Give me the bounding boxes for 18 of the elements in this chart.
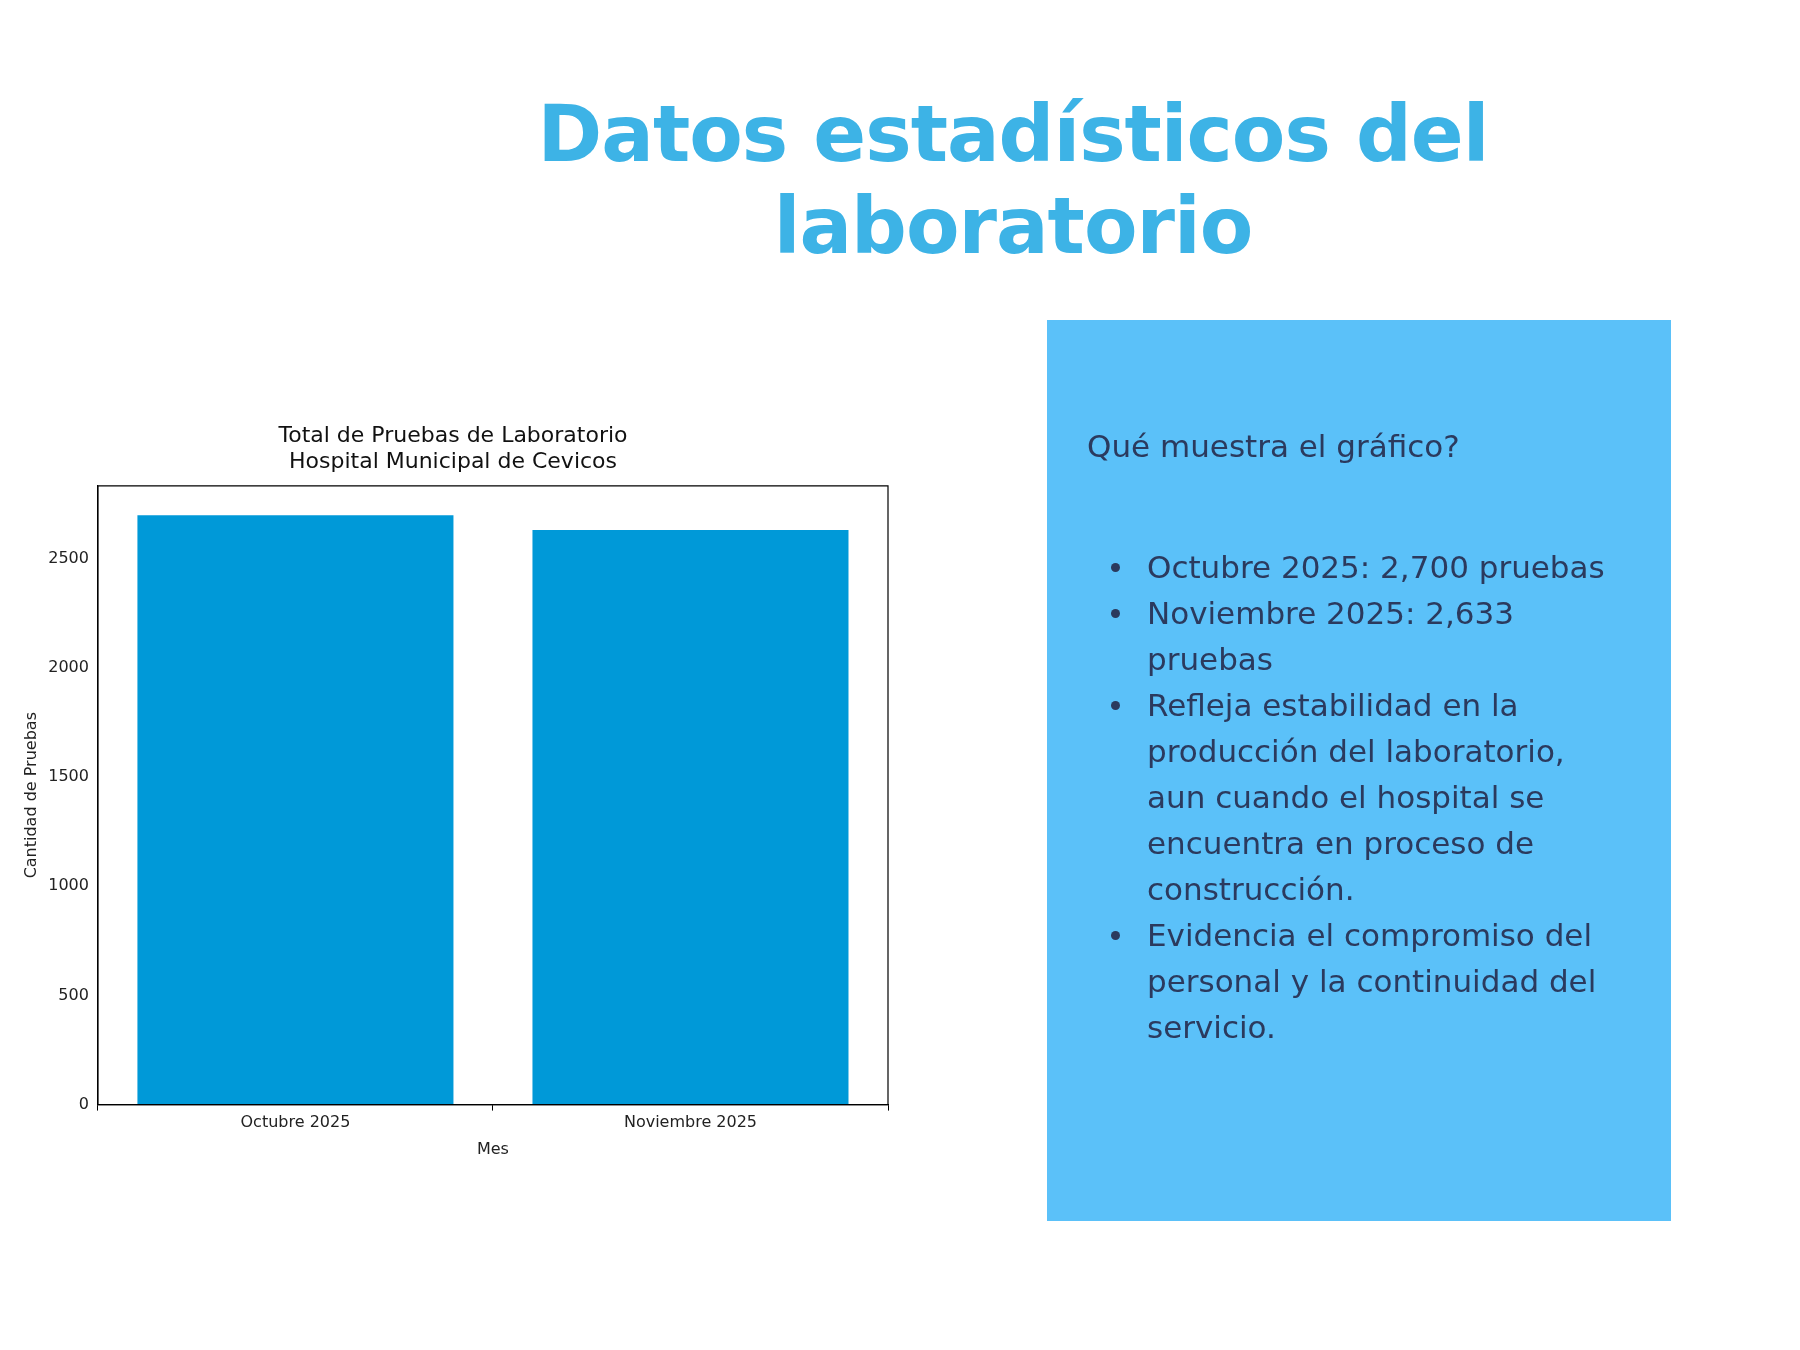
y-axis-title: Cantidad de Pruebas bbox=[20, 712, 40, 879]
y-tick-label: 1500 bbox=[48, 766, 89, 786]
text: Octubre 2025: 2,700 pruebas bbox=[1147, 548, 1605, 587]
x-tick-label: Octubre 2025 bbox=[240, 1112, 351, 1132]
text: Datos estadísticos del laboratorio bbox=[537, 89, 1489, 271]
text: Qué muestra el gráfico? bbox=[1087, 428, 1461, 464]
text: Evidencia el compromiso del personal y la continuidad del servicio. bbox=[1147, 916, 1598, 1047]
y-tick-label: 0 bbox=[78, 1093, 89, 1113]
y-tick-label: 1000 bbox=[48, 875, 89, 895]
y-tick-label: 2000 bbox=[48, 657, 89, 677]
text: Noviembre 2025: 2,633 pruebas bbox=[1147, 594, 1515, 679]
y-tick-label: 500 bbox=[58, 984, 89, 1004]
text: Refleja estabilidad en la producción del laboratorio, aun cuando el hospital se encuentra en proceso de construcción. bbox=[1147, 686, 1566, 909]
x-tick-label: Noviembre 2025 bbox=[623, 1112, 758, 1132]
chart-title: Total de Pruebas de Laboratorio bbox=[277, 421, 628, 447]
chart-subtitle: Hospital Municipal de Cevicos bbox=[288, 448, 618, 474]
x-axis-title: Mes bbox=[476, 1138, 509, 1158]
y-tick-label: 2500 bbox=[48, 548, 89, 568]
